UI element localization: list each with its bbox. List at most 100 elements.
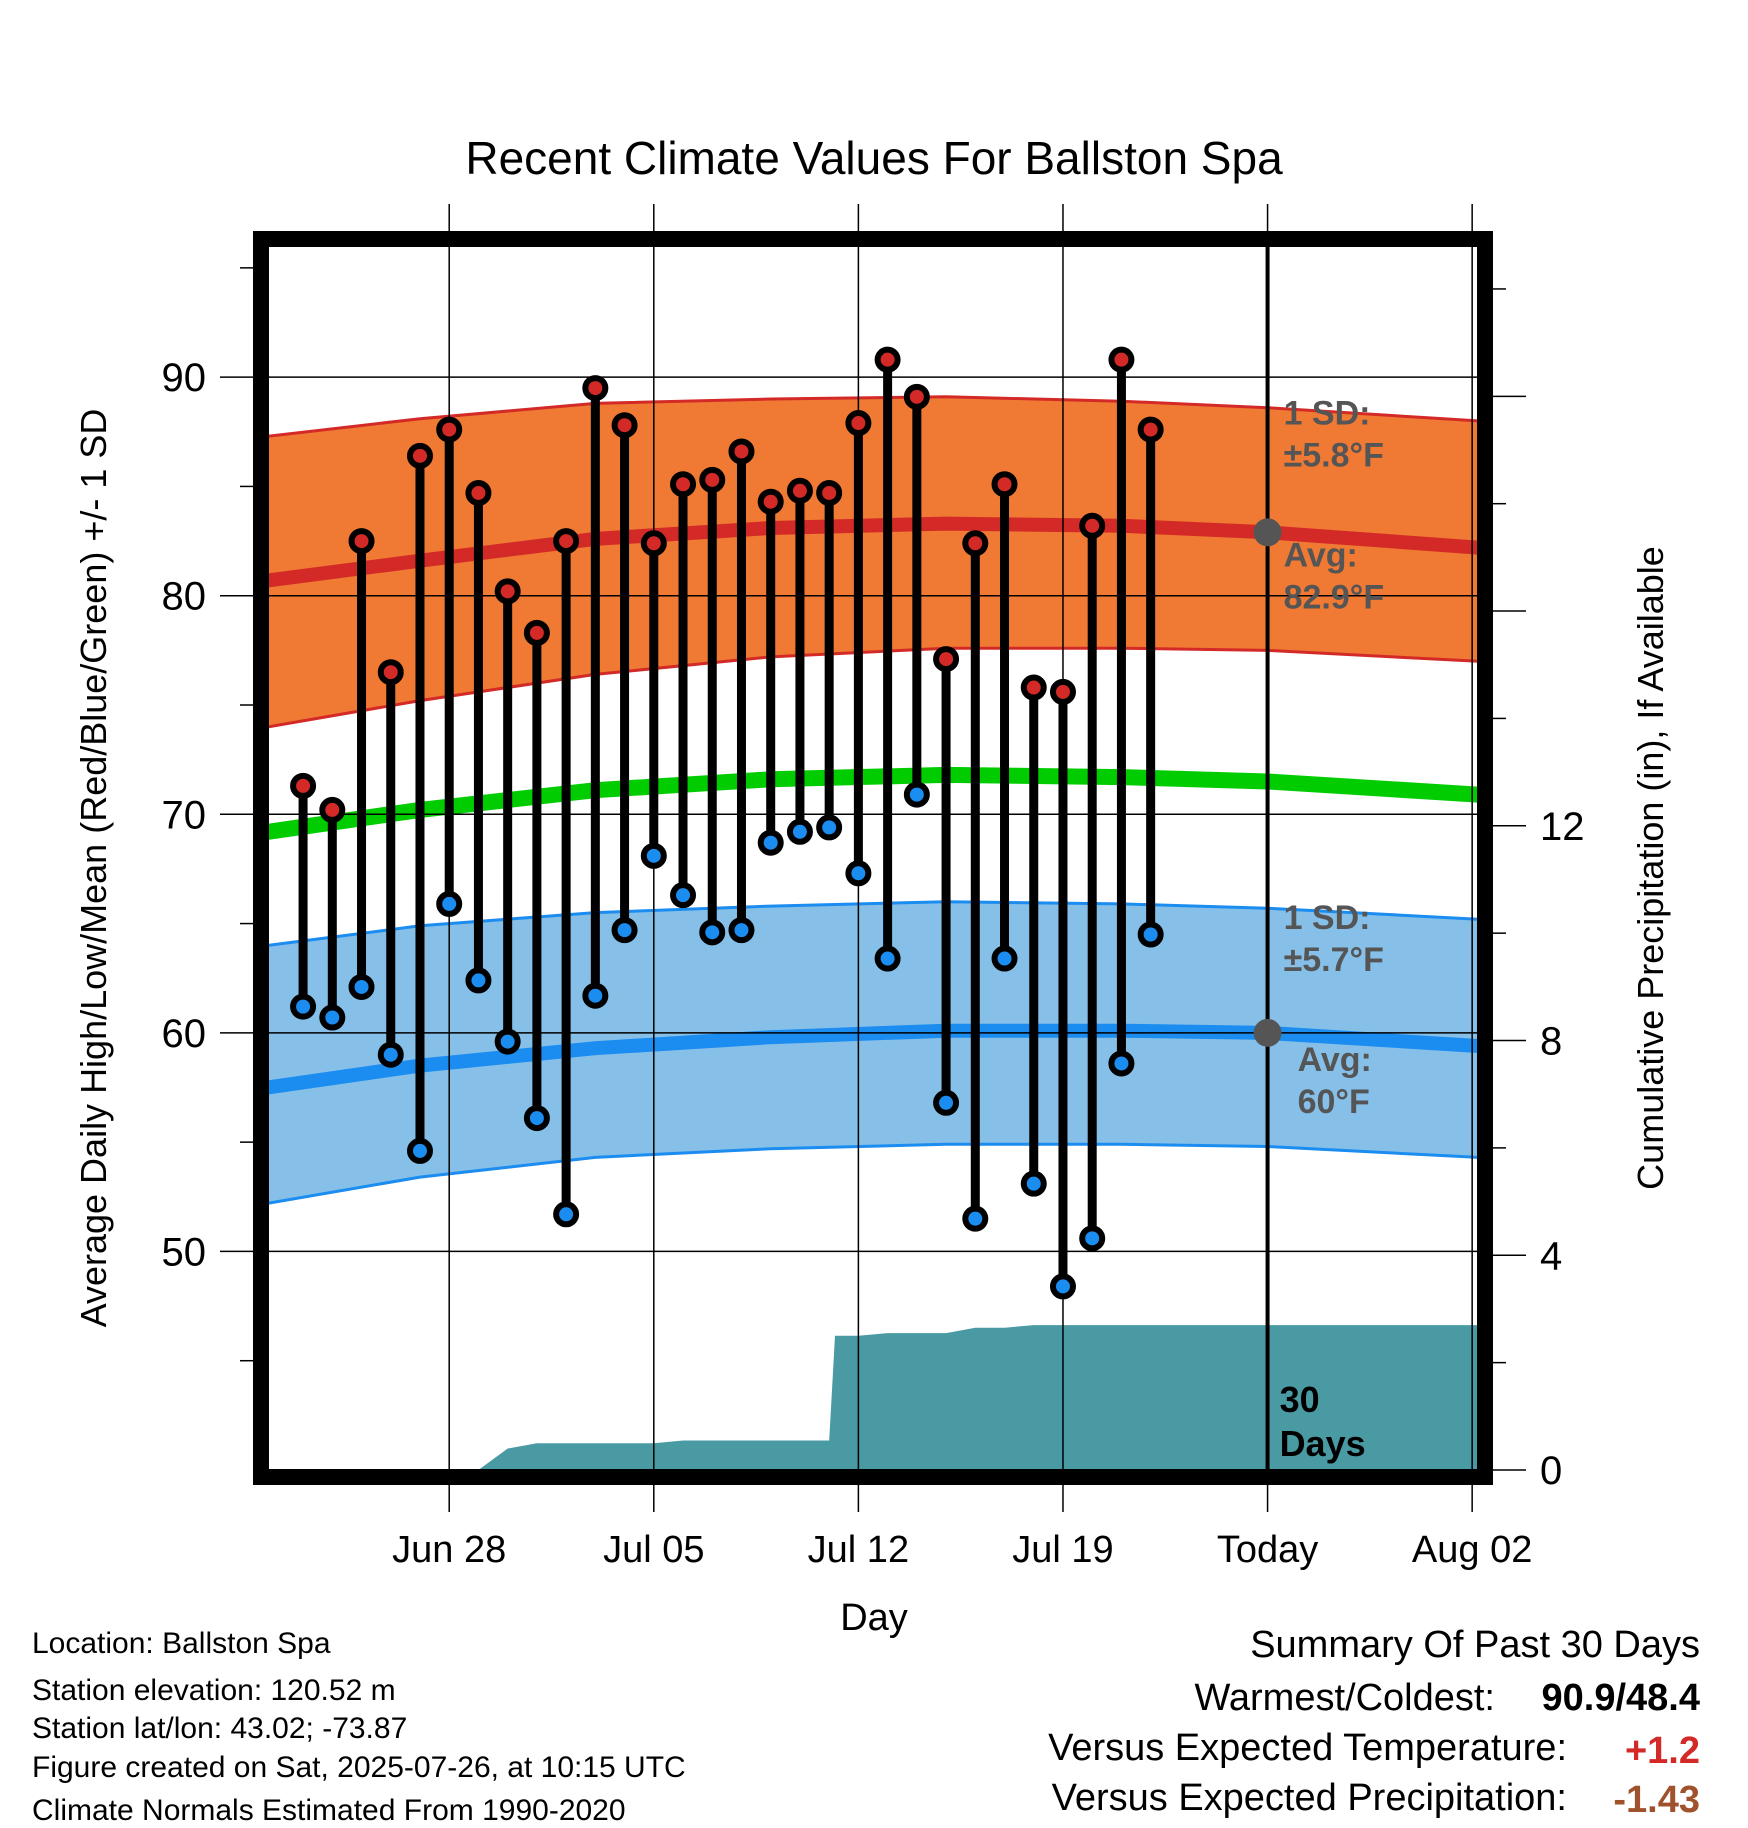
observed-low-point	[582, 982, 609, 1009]
observed-high-point	[845, 410, 872, 437]
x-tick-label: Jul 19	[1012, 1529, 1113, 1571]
low-sd-value: ±5.7°F	[1284, 941, 1384, 979]
observed-high-point	[1108, 346, 1135, 373]
observed-low-point	[1079, 1225, 1106, 1252]
observed-high-point	[670, 471, 697, 498]
observed-low-point	[290, 993, 317, 1020]
observed-high-point	[1049, 678, 1076, 705]
observed-low-point	[1137, 921, 1164, 948]
observed-high-point	[582, 375, 609, 402]
observed-low-point	[903, 781, 930, 808]
high-sd-label: 1 SD:	[1284, 394, 1371, 432]
observed-high-point	[640, 530, 667, 557]
observed-low-point	[611, 917, 638, 944]
observed-low-point	[1108, 1050, 1135, 1077]
y2-tick-label: 12	[1540, 805, 1585, 849]
low-avg-value: 60°F	[1298, 1083, 1370, 1121]
summary-temp-value: +1.2	[1625, 1730, 1700, 1772]
info-created: Figure created on Sat, 2025-07-26, at 10…	[32, 1751, 686, 1784]
observed-low-point	[991, 945, 1018, 972]
observed-low-point	[670, 882, 697, 909]
observed-high-point	[523, 619, 550, 646]
observed-high-point	[1079, 512, 1106, 539]
observed-high-point	[1137, 416, 1164, 443]
x-tick-label: Jul 12	[808, 1529, 909, 1571]
observed-low-point	[348, 973, 375, 1000]
y-tick-label: 50	[162, 1230, 207, 1274]
observed-high-point	[962, 530, 989, 557]
chart-title: Recent Climate Values For Ballston Spa	[465, 132, 1283, 184]
observed-low-point	[319, 1004, 346, 1031]
low-sd-label: 1 SD:	[1284, 899, 1371, 937]
low-avg-label: Avg:	[1298, 1041, 1372, 1079]
observed-low-point	[962, 1205, 989, 1232]
observed-high-point	[406, 442, 433, 469]
observed-low-point	[523, 1105, 550, 1132]
observed-low-point	[406, 1137, 433, 1164]
observed-low-point	[1020, 1170, 1047, 1197]
observed-low-point	[728, 917, 755, 944]
summary-precip-value: -1.43	[1613, 1779, 1700, 1821]
y-axis-label: Average Daily High/Low/Mean (Red/Blue/Gr…	[73, 409, 114, 1328]
summary-temp-label: Versus Expected Temperature:	[1048, 1727, 1567, 1769]
summary-panel: Summary Of Past 30 Days Warmest/Coldest:…	[1048, 1624, 1700, 1821]
summary-precip-label: Versus Expected Precipitation:	[1052, 1777, 1567, 1819]
y-tick-label: 80	[162, 575, 207, 619]
x-tick-label: Jul 05	[603, 1529, 704, 1571]
observed-high-point	[991, 471, 1018, 498]
observed-high-point	[728, 438, 755, 465]
observed-high-point	[611, 412, 638, 439]
today-high-avg-marker	[1253, 518, 1282, 547]
observed-low-point	[816, 814, 843, 841]
window-label-number: 30	[1280, 1379, 1320, 1420]
x-tick-label: Today	[1217, 1529, 1318, 1571]
observed-high-point	[494, 578, 521, 605]
observed-low-point	[553, 1201, 580, 1228]
y-tick-label: 90	[162, 356, 207, 400]
observed-high-point	[290, 772, 317, 799]
observed-high-point	[319, 796, 346, 823]
observed-high-point	[377, 659, 404, 686]
station-info: Location: Ballston Spa Station elevation…	[32, 1627, 686, 1827]
observed-high-point	[933, 646, 960, 673]
summary-warm-cold-label: Warmest/Coldest:	[1194, 1677, 1495, 1719]
observed-high-point	[348, 528, 375, 555]
observed-low-point	[757, 829, 784, 856]
today-low-avg-marker	[1253, 1018, 1282, 1047]
observed-low-point	[845, 860, 872, 887]
y2-tick-label: 8	[1540, 1020, 1562, 1064]
observed-high-point	[786, 477, 813, 504]
plot-frame	[253, 231, 1493, 1485]
observed-low-point	[786, 818, 813, 845]
observed-high-point	[816, 479, 843, 506]
info-elevation: Station elevation: 120.52 m	[32, 1674, 396, 1707]
y-tick-label: 60	[162, 1012, 207, 1056]
observed-low-point	[1049, 1273, 1076, 1300]
observed-low-point	[465, 967, 492, 994]
y-tick-label: 70	[162, 793, 207, 837]
window-label-days: Days	[1280, 1423, 1366, 1464]
plot-area: 1 SD: ±5.8°F Avg: 82.9°F 1 SD: ±5.7°F Avg: 60°F…	[162, 204, 1585, 1571]
observed-high-point	[465, 479, 492, 506]
plot-interior: 1 SD: ±5.8°F Avg: 82.9°F 1 SD: ±5.7°F Avg: 60°F…	[268, 246, 1478, 1470]
observed-low-point	[933, 1089, 960, 1116]
x-tick-label: Jun 28	[392, 1529, 506, 1571]
y2-tick-label: 0	[1540, 1449, 1562, 1493]
observed-low-point	[377, 1041, 404, 1068]
summary-heading: Summary Of Past 30 Days	[1250, 1624, 1700, 1666]
observed-high-point	[874, 346, 901, 373]
y2-tick-label: 4	[1540, 1234, 1562, 1278]
observed-high-point	[553, 528, 580, 555]
observed-low-point	[699, 919, 726, 946]
observed-high-point	[436, 416, 463, 443]
info-location: Location: Ballston Spa	[32, 1627, 331, 1660]
observed-high-point	[699, 466, 726, 493]
observed-high-point	[757, 488, 784, 515]
observed-high-point	[903, 383, 930, 410]
x-axis-label: Day	[840, 1597, 908, 1639]
x-tick-label: Aug 02	[1412, 1529, 1532, 1571]
high-avg-value: 82.9°F	[1284, 578, 1385, 616]
observed-low-point	[874, 945, 901, 972]
observed-low-point	[640, 842, 667, 869]
